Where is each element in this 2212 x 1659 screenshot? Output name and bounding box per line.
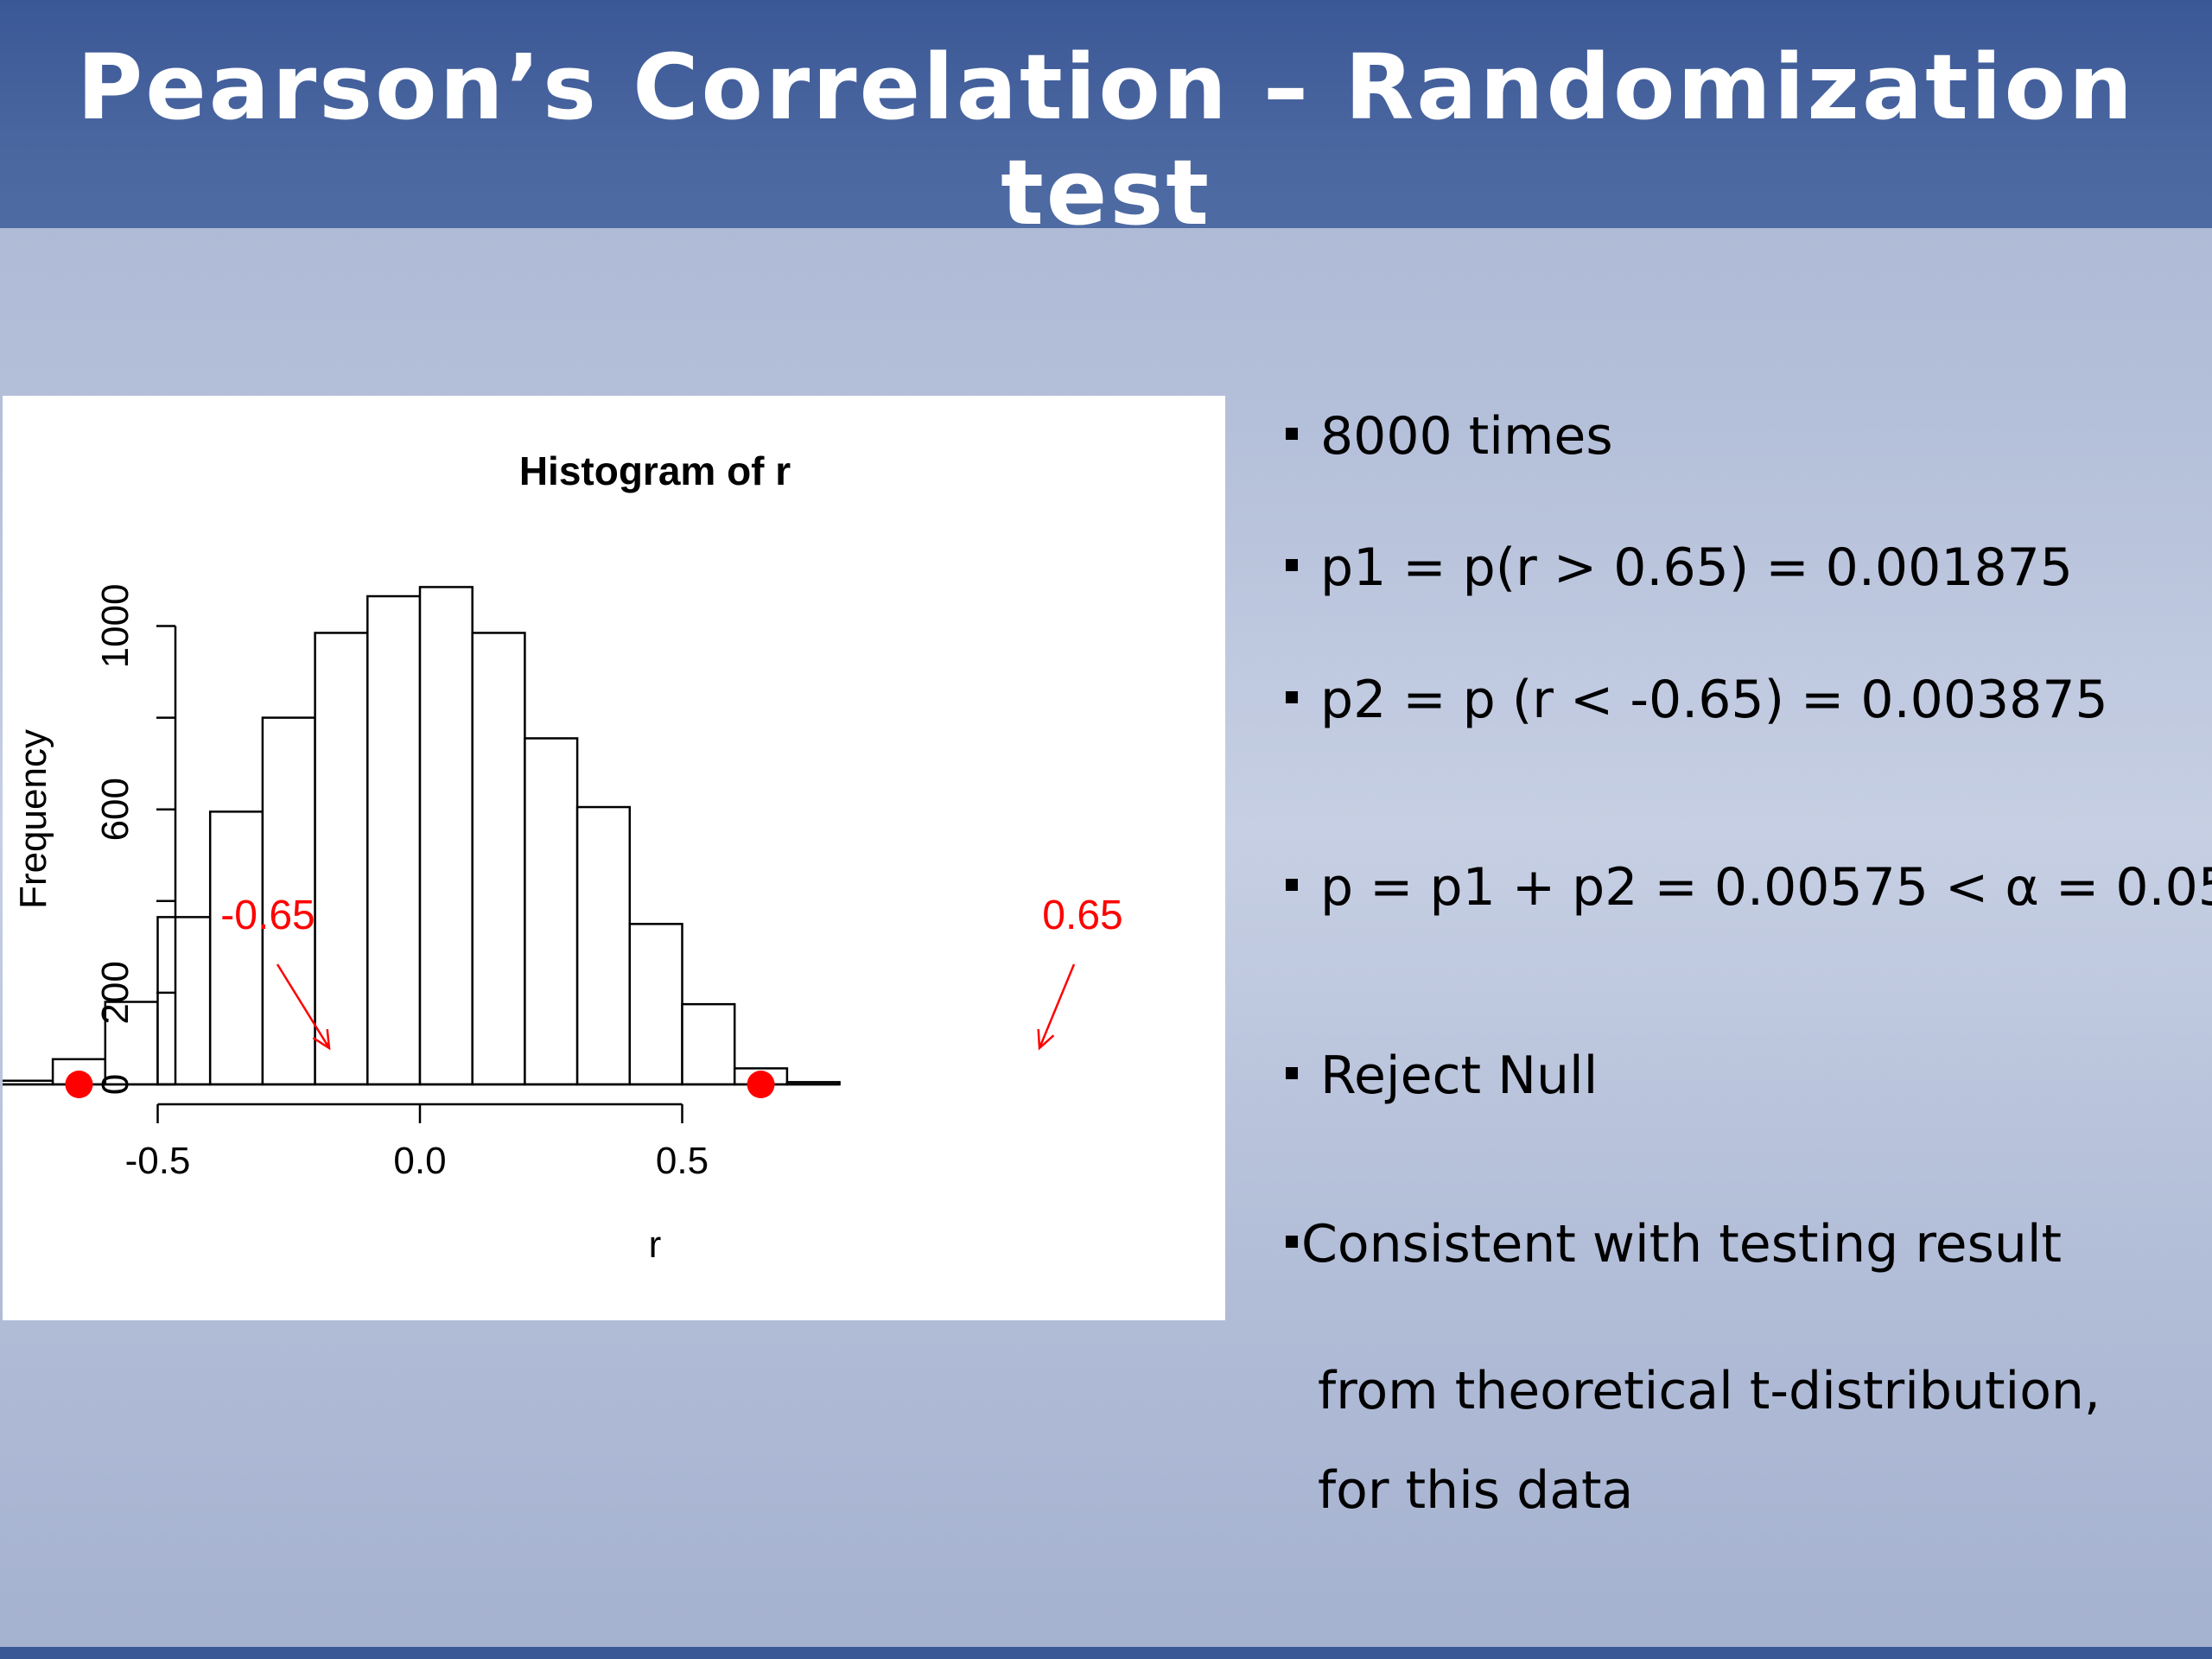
continuation-line-1: from theoretical t-distribution, bbox=[1318, 1361, 2101, 1421]
histogram-bar bbox=[366, 594, 422, 1086]
histogram-bar bbox=[681, 1002, 736, 1086]
y-tick-label: 1000 bbox=[94, 584, 137, 669]
bullet-iterations: 8000 times bbox=[1286, 406, 1613, 467]
bullet-text: p2 = p (r < -0.65) = 0.003875 bbox=[1320, 670, 2108, 730]
histogram-bar bbox=[628, 923, 683, 1086]
histogram-bar bbox=[575, 805, 632, 1086]
histogram-bar bbox=[208, 810, 264, 1086]
bullet-square-icon bbox=[1286, 559, 1298, 572]
x-axis-label: r bbox=[649, 1224, 662, 1266]
bullet-text: Reject Null bbox=[1320, 1046, 1599, 1106]
y-axis-label: Frequency bbox=[12, 729, 54, 909]
bullet-text: p = p1 + p2 = 0.00575 < α = 0.05 bbox=[1320, 857, 2212, 918]
chart-title: Histogram of r bbox=[519, 448, 791, 493]
histogram-bar bbox=[418, 586, 474, 1086]
bottom-bar bbox=[0, 1647, 2212, 1659]
bullet-p2: p2 = p (r < -0.65) = 0.003875 bbox=[1286, 670, 2108, 730]
critical-value-marker bbox=[747, 1071, 775, 1098]
x-tick-label: 0.5 bbox=[656, 1140, 709, 1182]
bullet-square-icon bbox=[1286, 1067, 1298, 1080]
bullet-square-icon bbox=[1286, 428, 1298, 441]
critical-value-marker bbox=[65, 1071, 93, 1098]
y-tick-label: 200 bbox=[94, 961, 137, 1024]
bullet-p-total: p = p1 + p2 = 0.00575 < α = 0.05 bbox=[1286, 857, 2212, 918]
histogram-bar bbox=[314, 632, 369, 1086]
arrow-head-icon bbox=[1037, 1028, 1055, 1051]
bullet-text: 8000 times bbox=[1320, 406, 1613, 467]
y-tick-label: 600 bbox=[94, 778, 137, 841]
bullet-text: Consistent with testing result bbox=[1301, 1214, 2063, 1274]
x-tick-label: 0.0 bbox=[393, 1140, 446, 1182]
continuation-line-2: for this data bbox=[1318, 1460, 1634, 1521]
critical-value-label: -0.65 bbox=[220, 893, 315, 938]
bullet-reject-null: Reject Null bbox=[1286, 1046, 1598, 1106]
bullet-square-icon bbox=[1286, 879, 1298, 892]
arrow-icon bbox=[1038, 963, 1076, 1049]
bullet-square-icon bbox=[1286, 691, 1298, 704]
critical-value-label: 0.65 bbox=[1042, 893, 1122, 938]
slide-title: Pearson’s Correlation – Randomization te… bbox=[77, 35, 2135, 245]
histogram-bar bbox=[156, 916, 212, 1086]
histogram-svg: 0 200 600 1000 -0.5 0.0 0.5 Histogram of r r Freq… bbox=[3, 448, 1123, 1266]
histogram-bar bbox=[524, 737, 579, 1086]
bullet-square-icon bbox=[1286, 1236, 1298, 1249]
bullet-text: p1 = p(r > 0.65) = 0.001875 bbox=[1320, 537, 2073, 598]
bullet-p1: p1 = p(r > 0.65) = 0.001875 bbox=[1286, 537, 2073, 598]
bullet-consistent: Consistent with testing result bbox=[1286, 1214, 2062, 1274]
histogram-bar bbox=[471, 632, 526, 1086]
x-tick-label: -0.5 bbox=[125, 1140, 191, 1182]
y-tick-label: 0 bbox=[94, 1074, 137, 1095]
histogram-chart: 0 200 600 1000 -0.5 0.0 0.5 Histogram of r r Freq… bbox=[3, 396, 1225, 1320]
arrow-head-icon bbox=[312, 1028, 331, 1051]
slide-header: Pearson’s Correlation – Randomization te… bbox=[0, 0, 2212, 245]
arrow-icon bbox=[276, 963, 331, 1049]
